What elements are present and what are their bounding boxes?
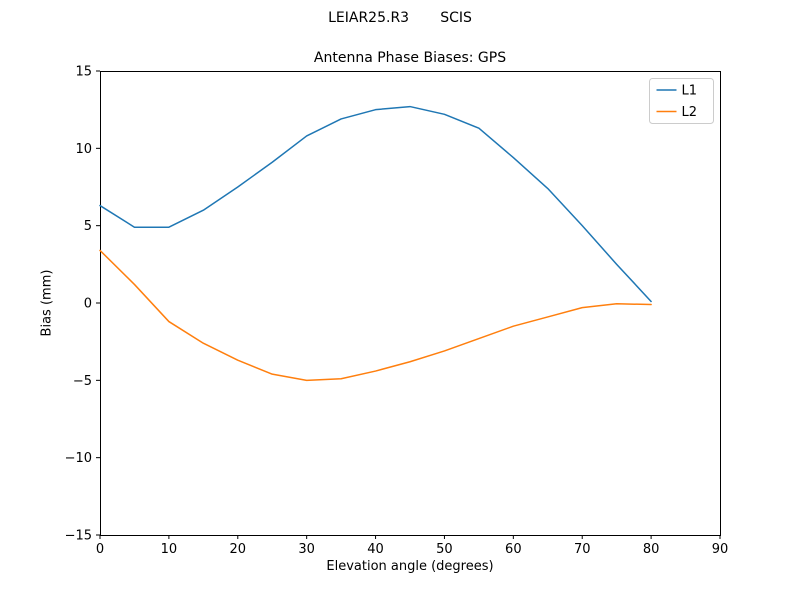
legend-label-L2: L2 [682, 105, 698, 120]
figure-title: LEIAR25.R3 SCIS [328, 10, 472, 26]
x-tick-label: 60 [505, 542, 522, 557]
y-tick-label: −15 [65, 529, 92, 544]
x-tick-label: 70 [574, 542, 591, 557]
series-line-L1 [99, 105, 652, 303]
y-tick-label: 10 [75, 142, 92, 157]
y-tick-label: 5 [84, 219, 92, 234]
x-tick-label: 90 [712, 542, 729, 557]
legend-label-L1: L1 [682, 84, 698, 99]
x-tick-label: 10 [161, 542, 178, 557]
x-tick-label: 40 [367, 542, 384, 557]
x-tick-label: 80 [643, 542, 660, 557]
y-tick-label: −5 [73, 374, 92, 389]
x-tick-label: 20 [230, 542, 247, 557]
y-tick-label: −10 [65, 451, 92, 466]
x-tick-label: 30 [298, 542, 315, 557]
y-axis-label: Bias (mm) [39, 269, 55, 337]
x-axis-label: Elevation angle (degrees) [326, 559, 494, 574]
y-tick-label: 15 [75, 65, 92, 80]
y-tick-label: 0 [84, 297, 92, 312]
series-line-L2 [99, 249, 652, 382]
x-tick-label: 50 [436, 542, 453, 557]
x-tick-label: 0 [96, 542, 104, 557]
axes-title: Antenna Phase Biases: GPS [313, 50, 507, 66]
axes-border [100, 71, 721, 536]
